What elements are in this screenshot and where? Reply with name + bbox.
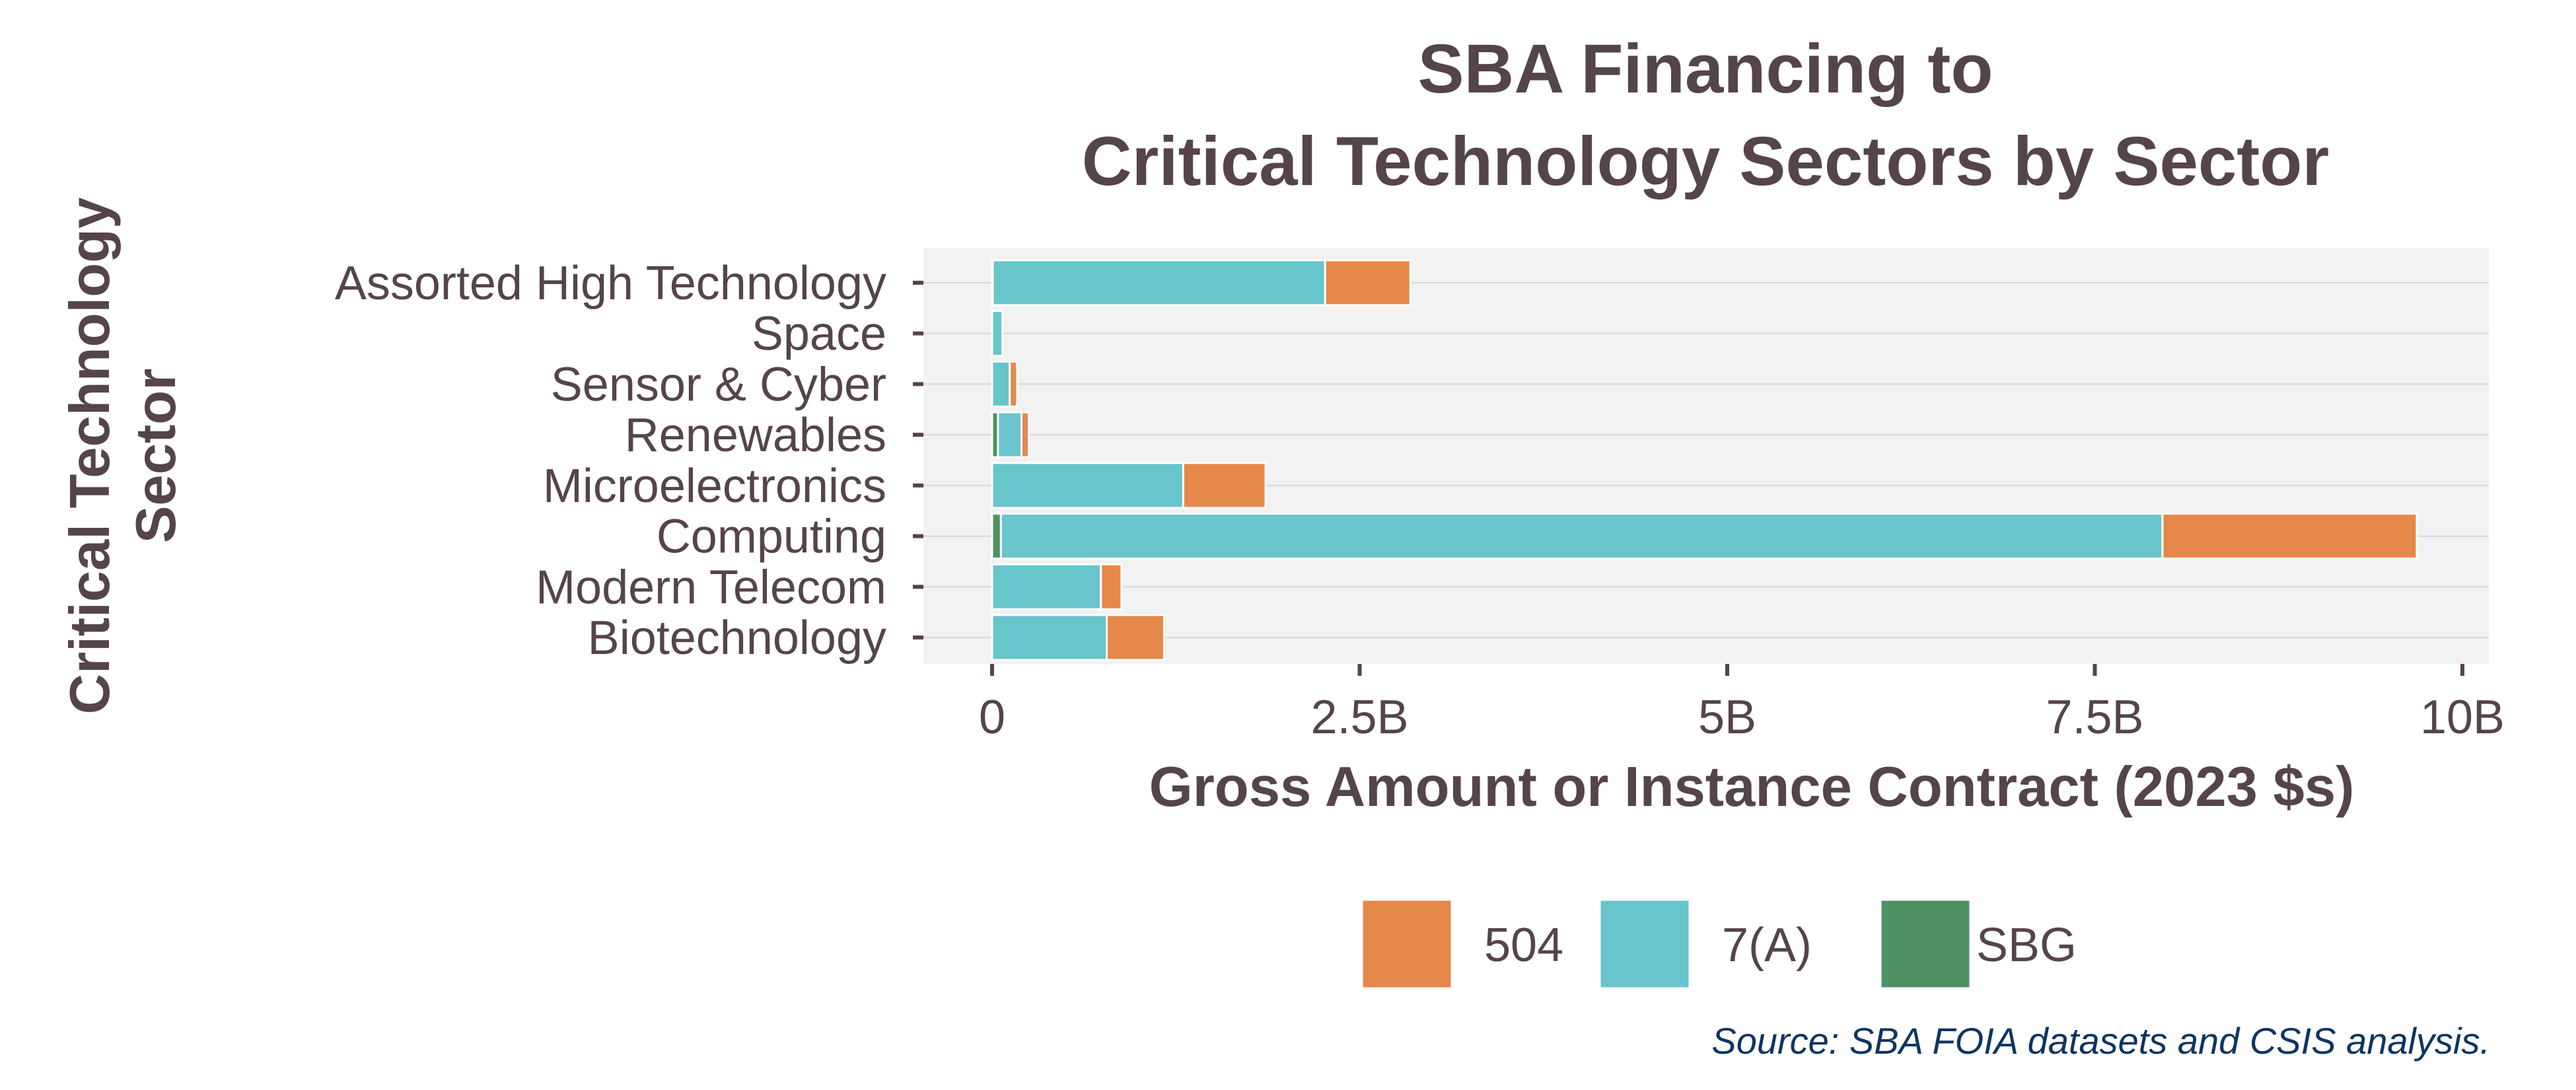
bars bbox=[991, 259, 2418, 661]
source-note: Source: SBA FOIA datasets and CSIS analy… bbox=[1711, 1020, 2490, 1062]
x-tick-label: 2.5B bbox=[1310, 691, 1408, 744]
y-tick-label: Biotechnology bbox=[588, 612, 886, 665]
y-axis-label-line: Sector bbox=[125, 369, 188, 544]
x-tick-label: 7.5B bbox=[2046, 691, 2143, 744]
legend-label: 7(A) bbox=[1722, 919, 1812, 972]
bar-segment-504 bbox=[1009, 360, 1019, 408]
bar-segment-504 bbox=[1182, 462, 1267, 509]
y-tick-label: Microelectronics bbox=[543, 460, 886, 513]
bar-segment-504 bbox=[1020, 411, 1030, 458]
x-axis-label: Gross Amount or Instance Contract (2023 … bbox=[1149, 756, 2355, 818]
y-axis-label-line: Critical Technology bbox=[59, 198, 122, 714]
x-tick-label: 10B bbox=[2420, 691, 2505, 744]
y-tick-label: Computing bbox=[657, 511, 886, 563]
y-tick-label: Space bbox=[752, 308, 886, 361]
bar-segment-7a bbox=[991, 614, 1108, 661]
bar-segment-504 bbox=[1100, 563, 1123, 610]
y-tick-label: Assorted High Technology bbox=[335, 257, 886, 310]
x-tick-label: 0 bbox=[979, 691, 1005, 744]
bar-segment-sbg bbox=[991, 513, 1002, 560]
bar-segment-7a bbox=[991, 563, 1102, 610]
chart-title-line: Critical Technology Sectors by Sector bbox=[1082, 123, 2330, 200]
x-tick-label: 5B bbox=[1698, 691, 1756, 744]
y-tick-label: Renewables bbox=[625, 409, 886, 462]
bar-segment-7a bbox=[991, 360, 1011, 408]
bar-segment-504 bbox=[1106, 614, 1165, 661]
y-tick-label: Modern Telecom bbox=[536, 561, 886, 614]
chart-title-line: SBA Financing to bbox=[1417, 30, 1993, 108]
bar-segment-7a bbox=[991, 259, 1326, 307]
bar-segment-7a bbox=[991, 310, 1004, 357]
legend-label: SBG bbox=[1976, 919, 2077, 972]
legend-swatch bbox=[1879, 898, 1972, 990]
bar-segment-7a bbox=[997, 411, 1023, 458]
chart-title: SBA Financing to Critical Technology Sect… bbox=[1082, 30, 2330, 200]
bar-segment-504 bbox=[1324, 259, 1412, 307]
y-tick-label: Sensor & Cyber bbox=[551, 358, 886, 411]
legend-swatch bbox=[1598, 898, 1691, 990]
y-axis-label: Critical TechnologySector bbox=[59, 198, 188, 714]
x-ticks: 0 2.5B 5B 7.5B 10B bbox=[979, 664, 2505, 744]
bar-segment-7a bbox=[999, 513, 2164, 560]
legend: 504 7(A) SBG bbox=[1361, 898, 2077, 990]
legend-label: 504 bbox=[1484, 919, 1563, 972]
bar-segment-7a bbox=[991, 462, 1184, 509]
bar-segment-504 bbox=[2161, 513, 2418, 560]
plot-panel bbox=[923, 248, 2489, 664]
legend-swatch bbox=[1361, 898, 1453, 990]
